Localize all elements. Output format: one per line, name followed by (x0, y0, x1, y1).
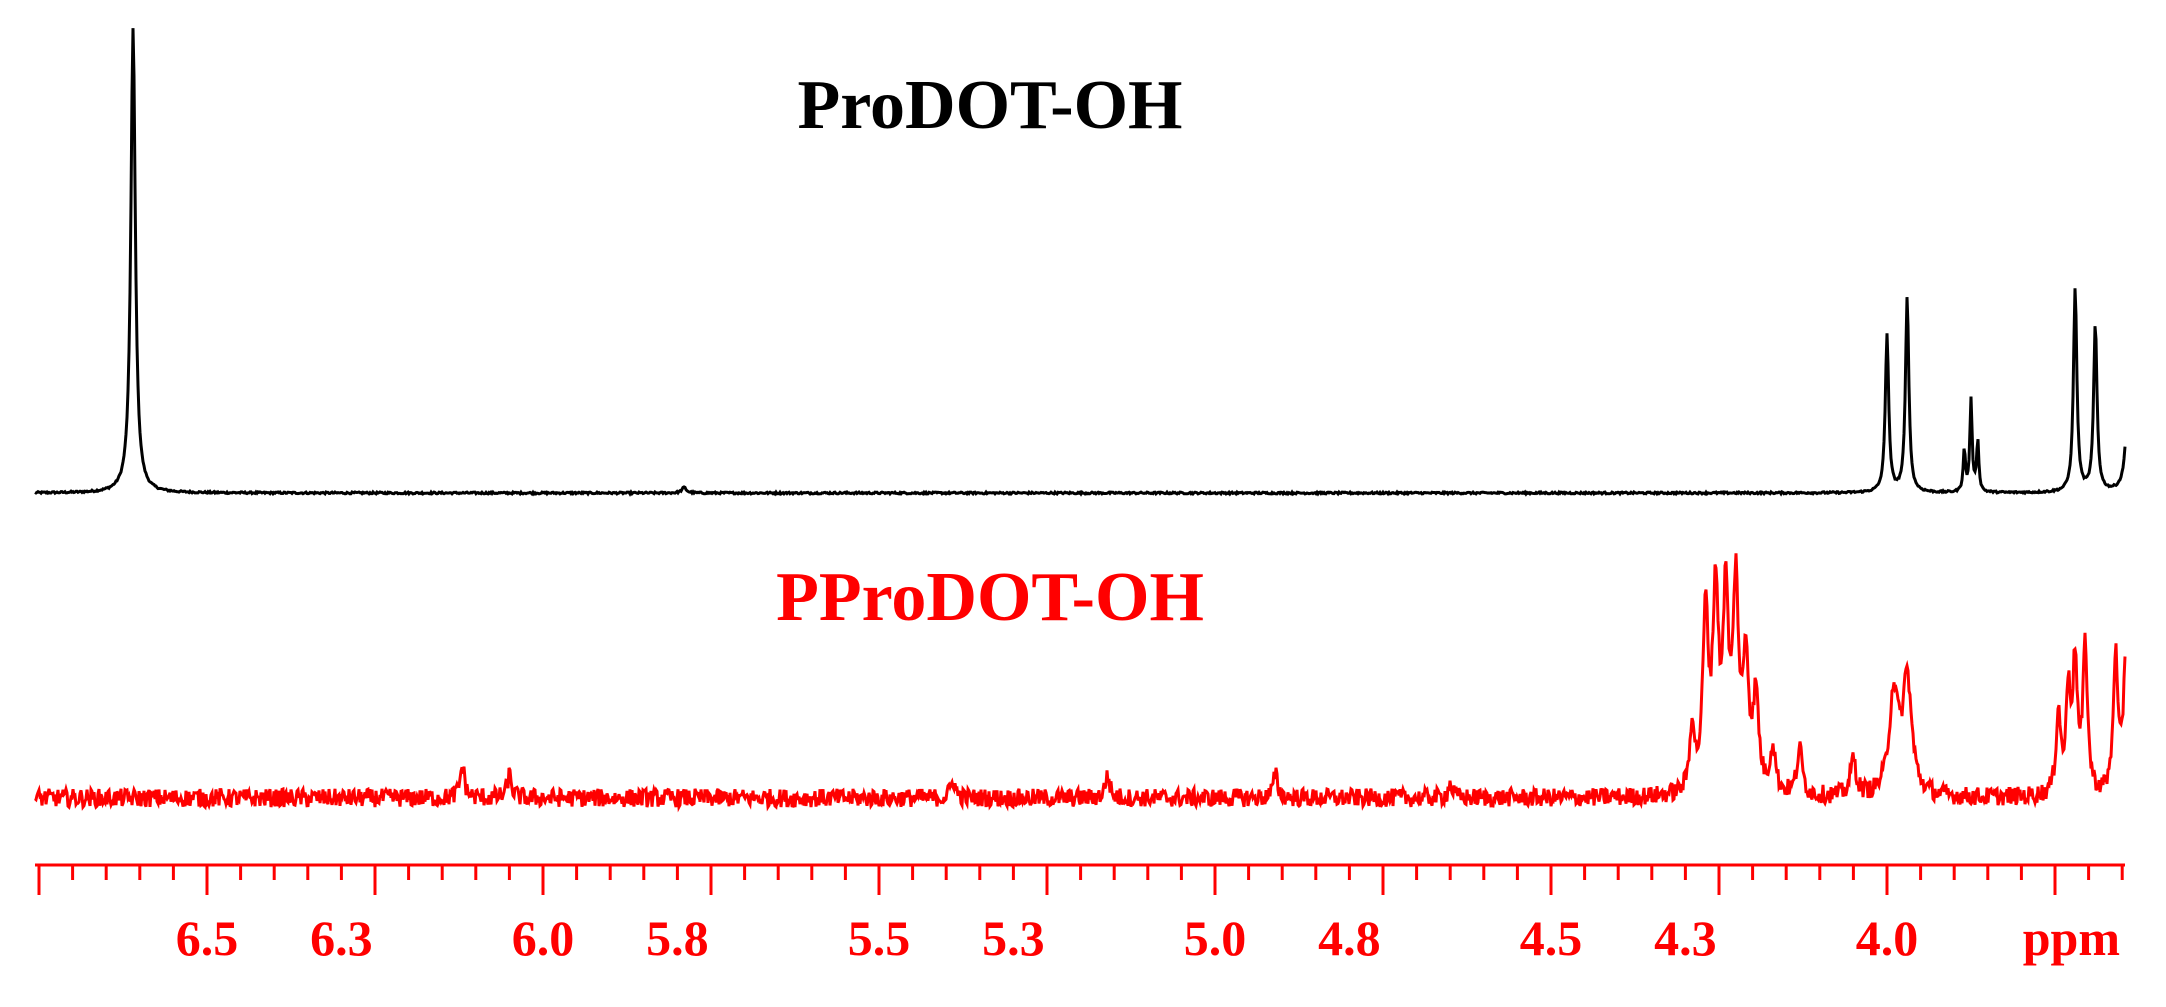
x-axis-tick-labels: 6.5 6.3 6.0 5.8 5.5 5.3 5.0 4.8 4.5 4.3 4.0 (176, 910, 1919, 966)
x-axis-tick-label: 5.5 (848, 910, 911, 966)
spectrum-line-pprodot-oh (33, 553, 2127, 813)
x-axis-tick-label: 6.0 (512, 910, 575, 966)
x-axis-tick-label: 4.8 (1318, 910, 1381, 966)
x-axis-tick-label: 5.3 (982, 910, 1045, 966)
x-axis-tick-label: 6.3 (310, 910, 373, 966)
x-axis-tick-label: 6.5 (176, 910, 239, 966)
series-label-prodot-oh: ProDOT-OH (797, 67, 1182, 144)
x-axis-tick-label: 4.3 (1654, 910, 1717, 966)
series-label-pprodot-oh: PProDOT-OH (776, 559, 1204, 636)
x-axis-label: ppm (2023, 910, 2120, 966)
x-axis-tick-label: 4.0 (1856, 910, 1919, 966)
x-axis-tick-label: 5.0 (1184, 910, 1247, 966)
x-axis-tick-label: 5.8 (646, 910, 709, 966)
x-axis-ticks (37, 865, 2124, 895)
x-axis-tick-label: 4.5 (1520, 910, 1583, 966)
spectrum-line-prodot-oh (34, 28, 2127, 497)
